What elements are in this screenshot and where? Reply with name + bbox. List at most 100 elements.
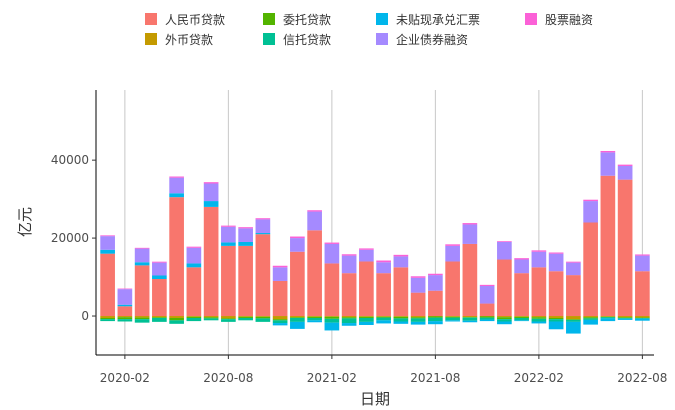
bar-2020-08-s6 xyxy=(221,225,236,227)
bar-2021-01-s4 xyxy=(307,320,322,323)
bar-2020-11-s6 xyxy=(272,265,288,268)
x-tick-label-1: 2020-08 xyxy=(203,371,253,385)
bar-2021-11-s6 xyxy=(479,284,495,287)
y-tick-label-2: 40000 xyxy=(51,153,89,167)
bar-2020-07-s0 xyxy=(203,206,219,317)
bar-2021-03-s6 xyxy=(341,254,357,256)
bar-2021-10-s6 xyxy=(462,223,478,225)
bar-2020-03-s1 xyxy=(134,316,150,318)
legend-key-4 xyxy=(376,13,388,25)
bar-2021-09-s3 xyxy=(445,317,460,321)
bar-2021-09-s0 xyxy=(445,261,460,317)
bar-2022-03-s3 xyxy=(548,319,564,322)
bar-2022-01-s6 xyxy=(514,258,529,260)
bar-2022-02-s6 xyxy=(531,250,547,252)
x-tick-label-2: 2021-02 xyxy=(307,371,357,385)
bar-2021-02-s3 xyxy=(324,318,340,323)
bar-2022-03-s5 xyxy=(548,253,564,272)
legend-label-0: 人民币贷款 xyxy=(165,13,225,27)
bar-2020-11-s3 xyxy=(272,320,288,324)
bar-2021-08-s1 xyxy=(428,316,443,317)
bar-2020-10-s5 xyxy=(255,219,271,234)
bar-2021-06-s6 xyxy=(393,254,409,257)
legend-label-6: 股票融资 xyxy=(545,13,593,27)
axes xyxy=(95,90,654,356)
bar-2020-06-s1 xyxy=(186,316,202,317)
bar-2020-11-s1 xyxy=(272,316,288,320)
bar-2022-08-s2 xyxy=(635,317,650,319)
bar-2021-01-s2 xyxy=(307,316,322,318)
x-tick-label-0: 2020-02 xyxy=(100,371,150,385)
bar-2020-04-s4 xyxy=(152,275,167,280)
bar-2020-12-s4 xyxy=(290,321,305,329)
bar-2021-07-s4 xyxy=(410,321,426,325)
bar-2021-09-s5 xyxy=(445,245,460,262)
bar-2021-05-s0 xyxy=(376,273,391,317)
bar-2022-03-s4 xyxy=(548,321,564,330)
bar-2022-06-s0 xyxy=(600,175,616,317)
legend-key-2 xyxy=(263,13,275,25)
bar-2021-08-s4 xyxy=(428,321,443,325)
bar-2020-04-s0 xyxy=(152,279,167,317)
bar-2020-11-s2 xyxy=(272,319,288,321)
bar-2020-03-s4 xyxy=(134,262,150,266)
bar-2021-12-s1 xyxy=(497,316,512,318)
bar-2021-01-s3 xyxy=(307,317,322,321)
bar-2021-05-s5 xyxy=(376,262,391,274)
bar-2021-08-s6 xyxy=(428,273,443,276)
bar-2021-06-s3 xyxy=(393,318,409,322)
bar-2022-07-s1 xyxy=(617,316,633,318)
bar-2021-02-s4 xyxy=(324,322,340,331)
legend-label-2: 委托贷款 xyxy=(283,13,331,27)
bar-2021-05-s2 xyxy=(376,316,391,318)
bar-2022-07-s5 xyxy=(617,165,633,180)
bar-2022-01-s1 xyxy=(514,316,529,317)
bar-2022-06-s6 xyxy=(600,150,616,153)
bar-2021-10-s5 xyxy=(462,224,478,244)
bar-2021-11-s5 xyxy=(479,286,495,304)
bar-2022-08-s6 xyxy=(635,254,650,256)
bar-2021-06-s0 xyxy=(393,267,409,317)
bar-2021-12-s4 xyxy=(497,321,512,325)
bar-2020-05-s5 xyxy=(169,177,184,194)
bar-2020-12-s6 xyxy=(290,236,305,239)
bar-2020-05-s1 xyxy=(169,316,184,318)
bar-2020-05-s0 xyxy=(169,197,184,317)
bar-2022-07-s0 xyxy=(617,179,633,317)
bar-2021-12-s2 xyxy=(497,317,512,320)
bar-2021-03-s2 xyxy=(341,317,357,319)
bar-2020-10-s1 xyxy=(255,316,271,317)
bar-2020-08-s0 xyxy=(221,245,236,317)
bar-2022-02-s4 xyxy=(531,321,547,324)
bar-2020-07-s6 xyxy=(203,182,219,184)
bar-2021-11-s3 xyxy=(479,317,495,320)
bar-2020-02-s1 xyxy=(117,316,133,318)
bar-2021-10-s2 xyxy=(462,317,478,318)
bar-2021-05-s6 xyxy=(376,260,391,263)
bar-2020-06-s5 xyxy=(186,247,202,264)
x-tick-label-4: 2022-02 xyxy=(514,371,564,385)
bar-2020-10-s6 xyxy=(255,218,271,220)
bar-2020-10-s0 xyxy=(255,234,271,317)
bar-2020-04-s2 xyxy=(152,317,167,318)
bar-2022-05-s2 xyxy=(583,317,598,319)
bar-2021-10-s1 xyxy=(462,316,478,318)
bar-2020-10-s4 xyxy=(255,233,271,235)
bar-2021-02-s2 xyxy=(324,316,340,319)
bar-2021-02-s5 xyxy=(324,243,340,264)
bar-2020-01-s5 xyxy=(100,236,115,250)
bar-2021-04-s4 xyxy=(359,321,374,325)
x-tick-label-5: 2022-08 xyxy=(617,371,667,385)
bar-2022-03-s0 xyxy=(548,271,564,317)
legend-key-5 xyxy=(376,33,388,45)
bar-2020-06-s3 xyxy=(186,317,202,322)
bar-2021-05-s3 xyxy=(376,317,391,321)
bar-2020-08-s2 xyxy=(221,318,236,320)
bar-2021-09-s4 xyxy=(445,320,460,322)
bar-2020-04-s1 xyxy=(152,316,167,318)
bar-2021-11-s2 xyxy=(479,316,495,318)
bar-2020-03-s2 xyxy=(134,317,150,320)
bar-2022-07-s3 xyxy=(617,317,633,319)
bar-2020-01-s6 xyxy=(100,235,115,237)
